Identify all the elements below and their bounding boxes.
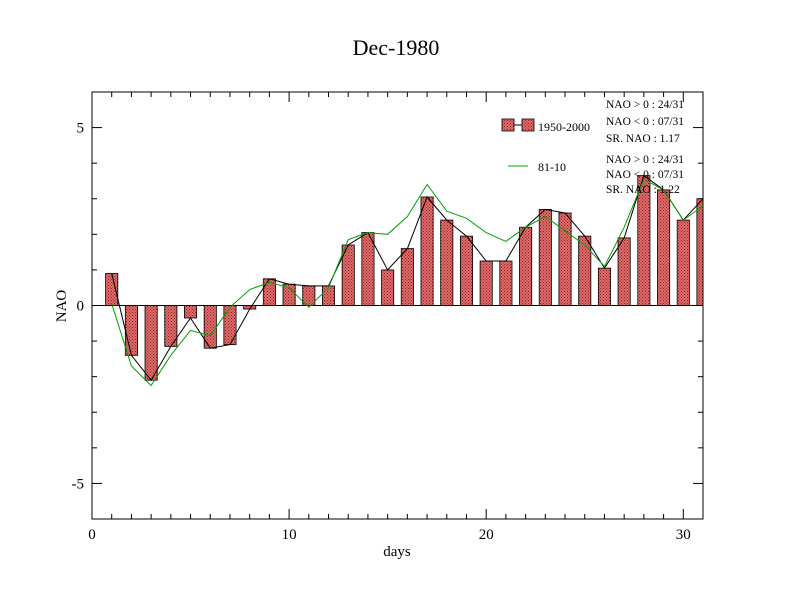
legend-item-81-10: 81-10 <box>508 160 566 174</box>
bar-day-17 <box>420 196 434 306</box>
y-tick-label: -5 <box>72 476 85 492</box>
line-series-1950-2000 <box>111 174 704 382</box>
stat-positive-days: NAO > 0 : 24/31 <box>606 154 684 166</box>
x-tick-label: 30 <box>676 527 691 543</box>
x-tick-label: 10 <box>282 527 297 543</box>
legend-swatch-bar-right <box>521 118 535 132</box>
bar-day-24 <box>558 212 572 306</box>
bar-day-14 <box>361 232 375 306</box>
bar-day-21 <box>499 260 513 306</box>
bar-day-29 <box>657 189 671 306</box>
x-tick-label: 0 <box>88 527 96 543</box>
chart-title: Dec-1980 <box>353 35 440 60</box>
legend: 1950-2000 81-10 NAO > 0 : 24/31 NAO < 0 … <box>501 99 684 196</box>
y-tick-label: 0 <box>77 299 85 315</box>
bar-day-1 <box>105 273 119 306</box>
bar-day-23 <box>538 209 552 306</box>
stat-sr-nao: SR. NAO : 1.17 <box>606 133 680 145</box>
bar-day-30 <box>676 219 690 306</box>
stats-block-1950-2000: NAO > 0 : 24/31 NAO < 0 : 07/31 SR. NAO … <box>606 99 684 145</box>
bar-day-12 <box>322 285 336 306</box>
x-axis-label: days <box>383 544 411 560</box>
bar-day-31 <box>696 198 704 306</box>
bar-day-26 <box>597 267 611 306</box>
stat-sr-nao: SR. NAO : 1.22 <box>606 184 680 196</box>
bar-day-2 <box>124 305 138 356</box>
bar-day-25 <box>578 235 592 306</box>
bar-day-7 <box>223 305 237 346</box>
legend-label-1950-2000: 1950-2000 <box>538 120 590 134</box>
bar-day-5 <box>184 305 198 319</box>
bar-day-18 <box>440 219 454 306</box>
bar-day-20 <box>479 260 493 306</box>
stats-block-81-10: NAO > 0 : 24/31 NAO < 0 : 07/31 SR. NAO … <box>606 154 684 196</box>
line-series-81-10 <box>111 178 704 387</box>
y-axis-label: NAO <box>54 290 70 323</box>
plot-area: 0 10 20 30 -5 0 5 <box>72 91 704 543</box>
bar-day-22 <box>519 226 533 306</box>
stat-negative-days: NAO < 0 : 07/31 <box>606 169 684 181</box>
bar-day-15 <box>381 269 395 306</box>
bar-day-19 <box>459 235 473 306</box>
legend-swatch-bar-left <box>501 118 515 132</box>
x-tick-label: 20 <box>479 527 494 543</box>
legend-label-81-10: 81-10 <box>538 160 566 174</box>
bar-series-1950-2000 <box>105 175 704 381</box>
bar-day-27 <box>617 237 631 306</box>
y-tick-label: 5 <box>77 121 85 137</box>
stat-positive-days: NAO > 0 : 24/31 <box>606 99 684 111</box>
bar-day-3 <box>144 305 158 381</box>
legend-item-1950-2000: 1950-2000 <box>501 118 590 134</box>
stat-negative-days: NAO < 0 : 07/31 <box>606 116 684 128</box>
bar-day-16 <box>400 248 414 306</box>
x-axis-ticks: 0 10 20 30 <box>88 92 704 543</box>
